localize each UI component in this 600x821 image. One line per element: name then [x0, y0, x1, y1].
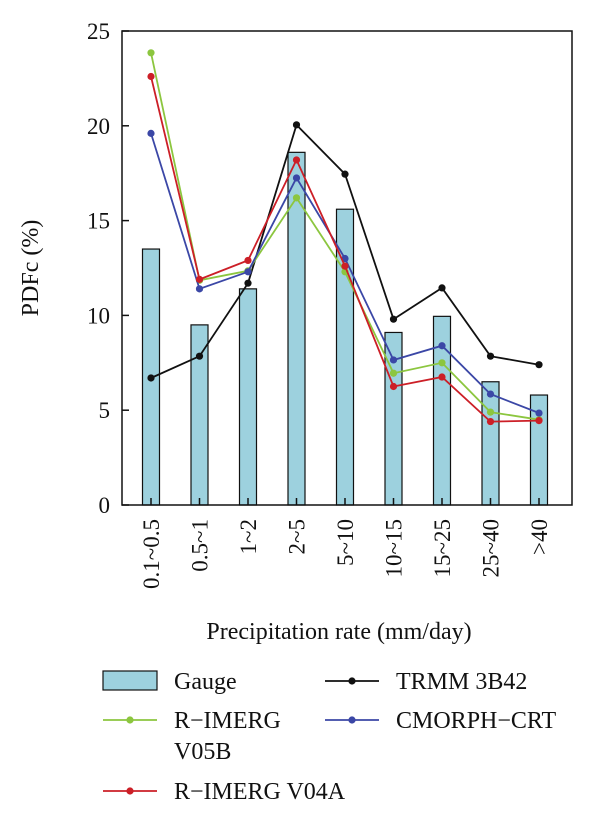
series-3-point-7: [486, 417, 495, 426]
y-tick-label-0: 0: [99, 493, 111, 518]
lines-layer: [147, 49, 543, 426]
bar-gauge-7: [481, 381, 500, 506]
legend-entry-0: Gauge: [102, 669, 237, 695]
series-2-point-3: [292, 174, 301, 182]
bars-layer: [141, 151, 549, 506]
x-tick-label-8: >40: [527, 519, 552, 555]
series-3-point-5: [389, 382, 398, 391]
series-2-point-8: [535, 409, 543, 417]
series-1-point-0: [147, 49, 155, 57]
y-tick-label-5: 25: [87, 19, 110, 44]
series-2-point-2: [244, 268, 252, 276]
legend-label-0: Gauge: [174, 669, 237, 695]
series-0-point-5: [389, 315, 398, 323]
legend-marker-2: [126, 716, 134, 724]
series-2-point-5: [389, 356, 398, 364]
series-3-point-6: [438, 373, 446, 381]
legend-marker-4: [126, 787, 134, 795]
series-0-point-2: [244, 279, 252, 287]
series-0-point-0: [147, 374, 155, 382]
x-tick-label-2: 1~2: [236, 519, 261, 554]
series-2-point-1: [195, 285, 204, 293]
x-tick-label-1: 0.5~1: [188, 519, 213, 572]
x-axis-title: Precipitation rate (mm/day): [206, 619, 471, 645]
y-tick-label-4: 20: [87, 114, 110, 139]
series-3-point-8: [535, 417, 543, 425]
series-1-point-5: [389, 369, 398, 377]
y-axis-ticks: 0 5 10 15 20 25: [87, 19, 129, 518]
series-3-point-2: [244, 256, 252, 265]
y-tick-label-3: 15: [87, 209, 110, 234]
bar-gauge-1: [190, 324, 209, 506]
series-2-point-0: [147, 129, 155, 137]
x-axis-ticks: 0.1~0.5 0.5~1 1~2 2~5 5~10 10~15 15~25 25~40 >40: [139, 498, 552, 589]
series-line-0: [147, 121, 543, 382]
series-3-point-4: [341, 262, 349, 270]
series-3-point-1: [195, 275, 204, 283]
y-tick-label-2: 10: [87, 303, 110, 328]
series-2-point-7: [486, 390, 495, 398]
bar-gauge-2: [238, 288, 258, 506]
series-1-point-3: [292, 194, 301, 202]
legend-entry-4: R−IMERG V04A: [103, 779, 346, 805]
x-tick-label-3: 2~5: [285, 519, 310, 554]
legend-entry-1: TRMM 3B42: [325, 669, 527, 695]
series-line-3: [147, 72, 543, 426]
y-tick-label-1: 5: [99, 398, 111, 423]
legend-entry-2: R−IMERG V05B: [103, 708, 281, 765]
series-0-point-3: [292, 121, 301, 129]
series-1-point-7: [486, 408, 495, 416]
y-axis-title: PDFc (%): [18, 220, 44, 317]
series-3-point-3: [292, 156, 301, 164]
legend-label-3: CMORPH−CRT: [396, 708, 556, 734]
legend-marker-3: [348, 716, 356, 724]
series-2-point-6: [438, 342, 446, 350]
x-tick-label-7: 25~40: [479, 519, 504, 577]
legend-label-2: R−IMERG: [174, 708, 281, 734]
plot-frame: [121, 30, 573, 506]
legend-swatch-0: [102, 670, 158, 691]
series-0-point-8: [535, 361, 543, 369]
legend-label-1: TRMM 3B42: [396, 669, 527, 695]
series-line-2: [147, 129, 543, 417]
legend-entry-3: CMORPH−CRT: [325, 708, 556, 734]
legend-marker-1: [348, 677, 356, 685]
x-tick-label-5: 10~15: [382, 519, 407, 577]
series-3-point-0: [147, 72, 155, 81]
series-0-point-4: [341, 170, 349, 178]
legend-label-cont-2: V05B: [174, 739, 231, 765]
series-1-point-6: [438, 359, 446, 367]
series-0-point-1: [195, 352, 204, 360]
x-tick-label-6: 15~25: [430, 519, 455, 577]
series-0-point-7: [486, 352, 495, 360]
series-0-point-6: [438, 284, 446, 292]
legend-label-4: R−IMERG V04A: [174, 779, 346, 805]
x-tick-label-0: 0.1~0.5: [139, 519, 164, 589]
legend: Gauge TRMM 3B42 R−IMERG V05B CMORPH−CRT R−IME…: [102, 669, 556, 805]
x-tick-label-4: 5~10: [333, 519, 358, 566]
